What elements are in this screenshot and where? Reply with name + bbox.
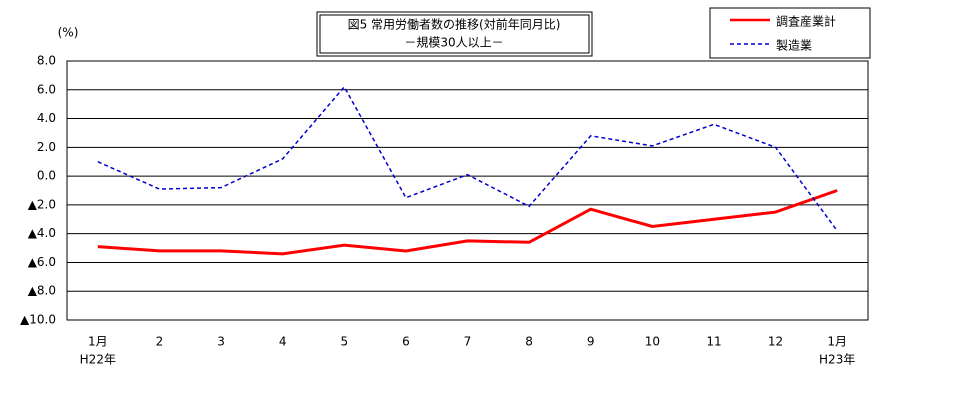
x-tick-label: 8: [525, 335, 533, 349]
legend-label: 調査産業計: [776, 14, 836, 29]
x-tick-label: 11: [706, 335, 721, 349]
x-tick-label: 5: [340, 335, 348, 349]
x-sublabel: H23年: [819, 353, 855, 367]
plot-border: [66, 60, 869, 321]
x-sublabel: H22年: [80, 353, 116, 367]
y-axis-label: (%): [58, 26, 79, 40]
x-tick-label: 6: [402, 335, 410, 349]
y-tick-label: ▲6.0: [28, 255, 56, 269]
x-tick-label: 12: [768, 335, 783, 349]
y-tick-label: 4.0: [37, 111, 56, 125]
y-tick-label: 0.0: [37, 169, 56, 183]
title-box: [316, 11, 593, 57]
x-tick-label: 2: [156, 335, 164, 349]
x-tick-label: 9: [587, 335, 595, 349]
x-tick-label: 3: [217, 335, 225, 349]
y-tick-label: ▲4.0: [28, 226, 56, 240]
y-tick-label: ▲2.0: [28, 197, 56, 211]
x-tick-label: 1月: [827, 335, 847, 349]
x-tick-label: 4: [279, 335, 287, 349]
title-box-inner: [319, 14, 590, 54]
y-tick-label: 8.0: [37, 54, 56, 68]
series-line: [97, 85, 838, 232]
series-line: [97, 189, 838, 256]
chart-subtitle: －規模30人以上－: [404, 35, 503, 50]
x-tick-label: 1月: [88, 335, 108, 349]
legend-label: 製造業: [776, 39, 812, 53]
y-tick-label: ▲10.0: [20, 313, 56, 327]
x-tick-label: 7: [464, 335, 472, 349]
legend-box: [709, 7, 871, 59]
y-tick-label: ▲8.0: [28, 284, 56, 298]
x-tick-label: 10: [645, 335, 660, 349]
y-tick-label: 2.0: [37, 140, 56, 154]
chart-title: 図5 常用労働者数の推移(対前年同月比): [348, 17, 561, 32]
y-tick-label: 6.0: [37, 82, 56, 96]
